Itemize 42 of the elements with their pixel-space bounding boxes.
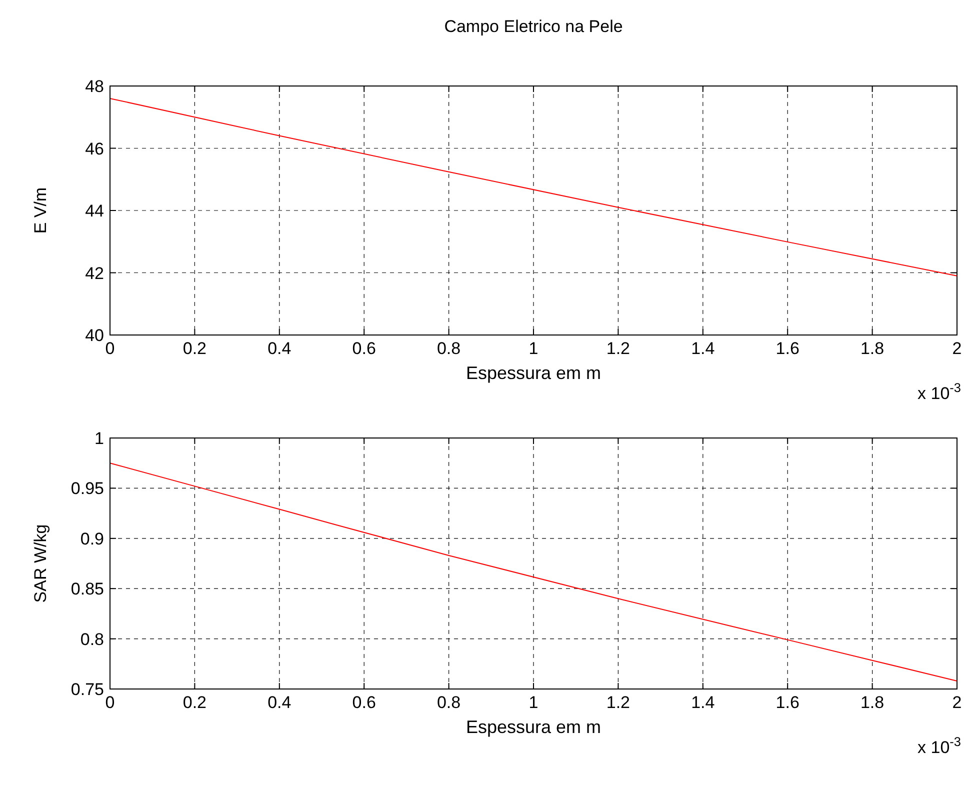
text: x 10$^{-3}$ — [918, 380, 961, 403]
y-tick-label: 44 — [85, 202, 104, 220]
y-tick-label: 0.85 — [70, 580, 104, 599]
x-tick-label: 0 — [105, 693, 115, 712]
y-tick-label: 1 — [94, 429, 104, 448]
y-tick-label: 0.8 — [80, 630, 104, 649]
x-tick-label: 1 — [528, 339, 538, 358]
y-tick-label: 0.9 — [80, 529, 104, 548]
x-tick-label: 1.4 — [691, 339, 715, 358]
x-tick-label: 0.6 — [352, 339, 376, 358]
x-tick-label: 1.6 — [776, 693, 800, 712]
x-tick-label: 1.6 — [776, 339, 800, 358]
x-tick-label: 0.4 — [268, 339, 292, 358]
y-tick-label: 40 — [85, 326, 104, 345]
x-tick-label: 1.8 — [860, 339, 884, 358]
x-tick-label: 0.2 — [182, 693, 207, 712]
x-tick-label: 1.2 — [606, 693, 630, 712]
y-axis-title: SAR W/kg — [31, 524, 50, 603]
text: x 10$^{-3}$ — [918, 734, 961, 757]
y-tick-label: 0.75 — [70, 680, 104, 699]
x-tick-label: 1.4 — [691, 693, 715, 712]
x-tick-label: 0.6 — [352, 693, 376, 712]
x-tick-label: 0.8 — [436, 339, 461, 358]
y-tick-label: 48 — [85, 77, 104, 96]
x-tick-label: 0.8 — [436, 693, 461, 712]
y-tick-label: 42 — [85, 264, 104, 283]
x-tick-label: 0.4 — [268, 693, 292, 712]
y-tick-label: 0.95 — [70, 479, 104, 498]
chart-title: Campo Eletrico na Pele — [444, 17, 623, 36]
x-tick-label: 1.2 — [606, 339, 630, 358]
y-tick-label: 46 — [85, 139, 104, 158]
x-tick-label: 1.8 — [860, 693, 884, 712]
x-axis-title: Espessura em m — [466, 363, 602, 383]
x-tick-label: 2 — [952, 693, 962, 712]
x-tick-label: 1 — [528, 693, 538, 712]
x-axis-title: Espessura em m — [466, 717, 602, 737]
x-tick-label: 0 — [105, 339, 115, 358]
x-tick-label: 0.2 — [182, 339, 207, 358]
line-series — [110, 462, 958, 682]
x-tick-label: 2 — [952, 339, 962, 358]
line-series — [110, 98, 958, 276]
y-axis-title: E V/m — [31, 187, 50, 234]
